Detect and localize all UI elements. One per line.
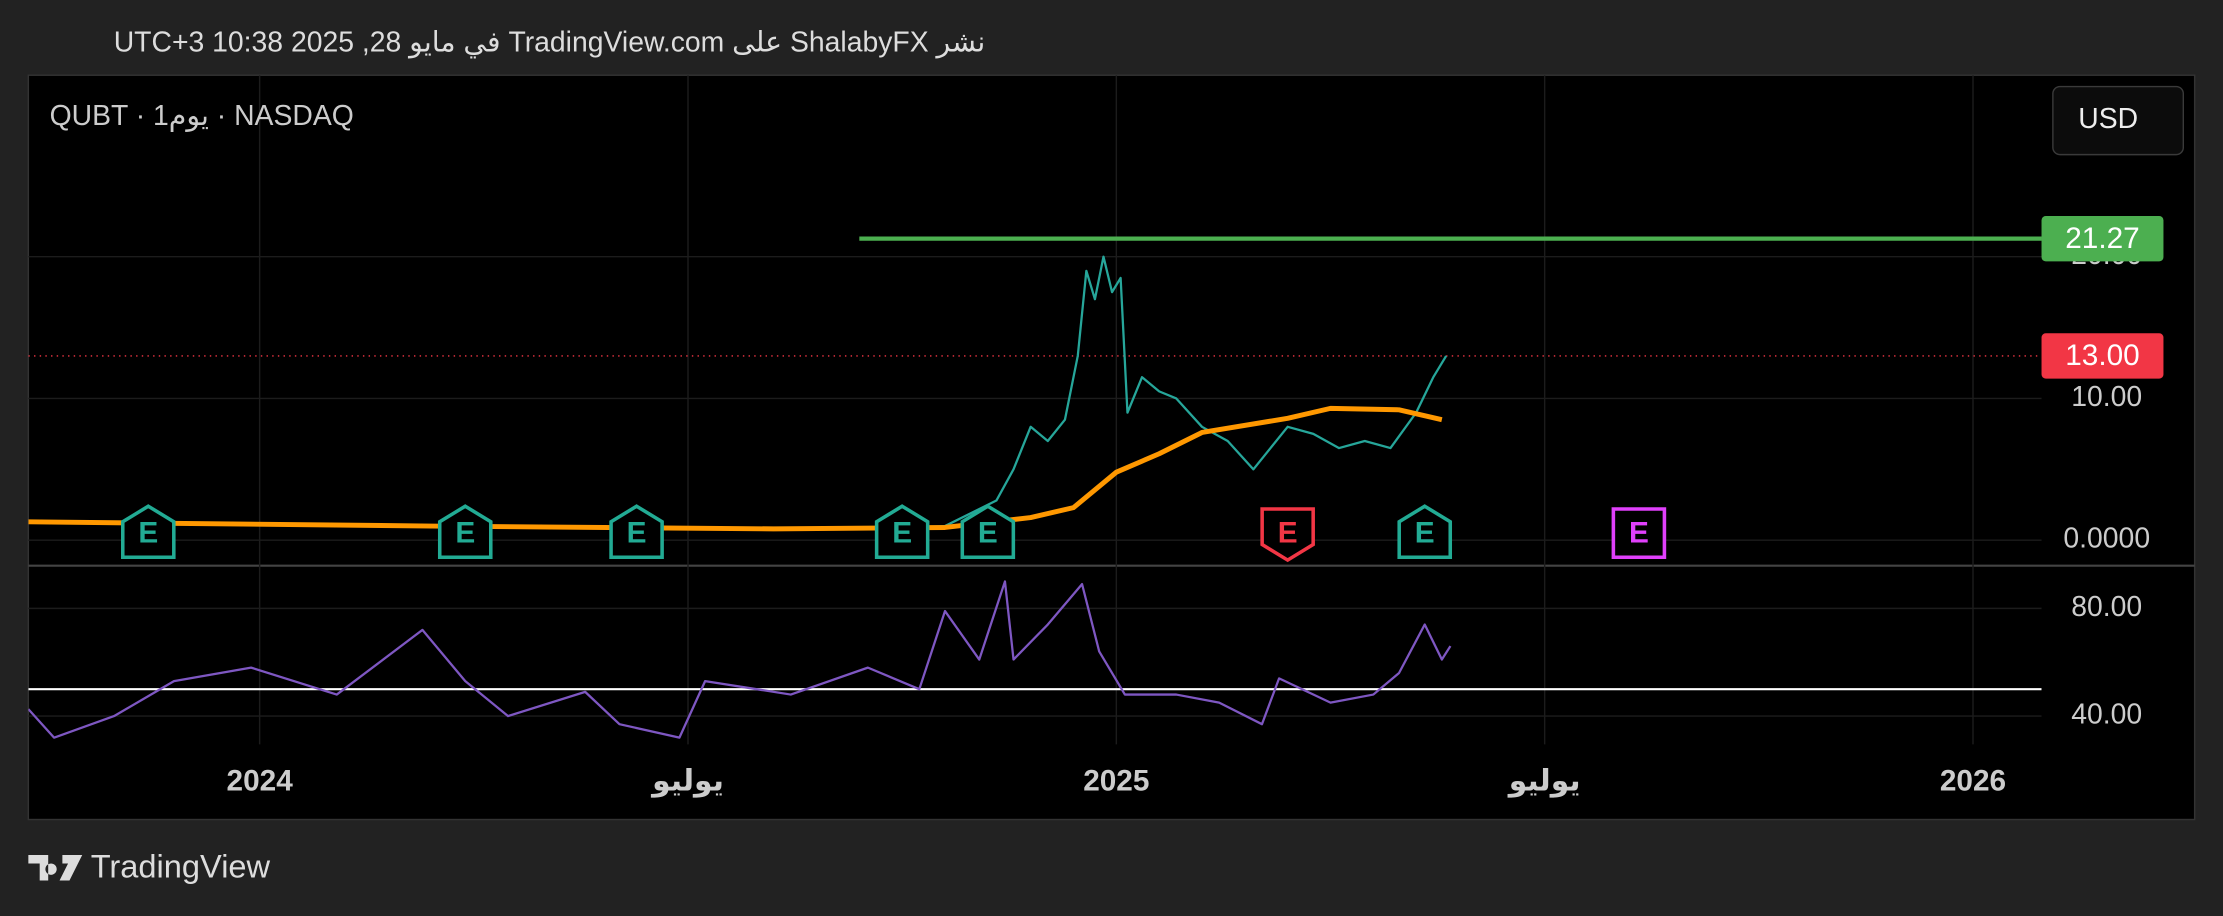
- event-marker: [1260, 507, 1315, 563]
- event-label: E: [892, 516, 912, 549]
- level-label: 21.27: [2065, 222, 2140, 255]
- event-label: E: [1629, 516, 1649, 549]
- event-label: E: [1415, 516, 1435, 549]
- y-tick-label: 80.00: [2071, 591, 2142, 623]
- event-label: E: [978, 516, 998, 549]
- last-price-tag: [2041, 333, 2164, 379]
- event-marker: [120, 504, 176, 560]
- series-line: [28, 580, 1452, 739]
- data-layer: [28, 236, 2042, 739]
- y-tick-label: 0.0000: [2063, 523, 2150, 555]
- footer-logo: [28, 854, 83, 881]
- event-marker: [437, 504, 493, 560]
- pane-plot: [28, 580, 2042, 739]
- chart-panel: [27, 74, 2196, 821]
- x-tick-label: يوليو: [1507, 765, 1581, 798]
- x-tick-label: 2026: [1940, 765, 2006, 798]
- header-text: نشر ShalabyFX على TradingView.com في ماي…: [114, 27, 986, 59]
- series-line: [28, 405, 1443, 532]
- event-label: E: [455, 516, 475, 549]
- event-marker: [1611, 507, 1667, 560]
- x-tick-label: 2024: [227, 765, 294, 798]
- event-marker: [874, 504, 930, 560]
- x-tick-label: 2025: [1083, 765, 1149, 798]
- currency-label[interactable]: USD: [2078, 103, 2138, 135]
- pane-plot: [28, 236, 2042, 532]
- last-price-label: 13.00: [2065, 339, 2140, 372]
- y-tick-label: 10.00: [2071, 381, 2142, 413]
- event-label: E: [1278, 516, 1298, 549]
- y-tick-label: 40.00: [2071, 699, 2142, 731]
- level-tag: [2041, 215, 2164, 262]
- event-marker: [1397, 504, 1453, 560]
- grid-layer: 0.000010.0020.0040.0080.002024يوليو2025ي…: [28, 75, 2150, 798]
- event-label: E: [138, 516, 158, 549]
- x-tick-label: يوليو: [650, 765, 724, 798]
- footer-brand: TradingView: [91, 848, 271, 885]
- event-label: E: [627, 516, 647, 549]
- logo-icon: [28, 854, 83, 881]
- event-marker: [609, 504, 664, 560]
- overlay-layer: 13.00 21.27 E E E E E E E E: [120, 215, 2164, 563]
- event-marker: [960, 504, 1016, 560]
- currency-button[interactable]: [2052, 85, 2185, 156]
- symbol-label: QUBT · 1يوم · NASDAQ: [50, 100, 354, 132]
